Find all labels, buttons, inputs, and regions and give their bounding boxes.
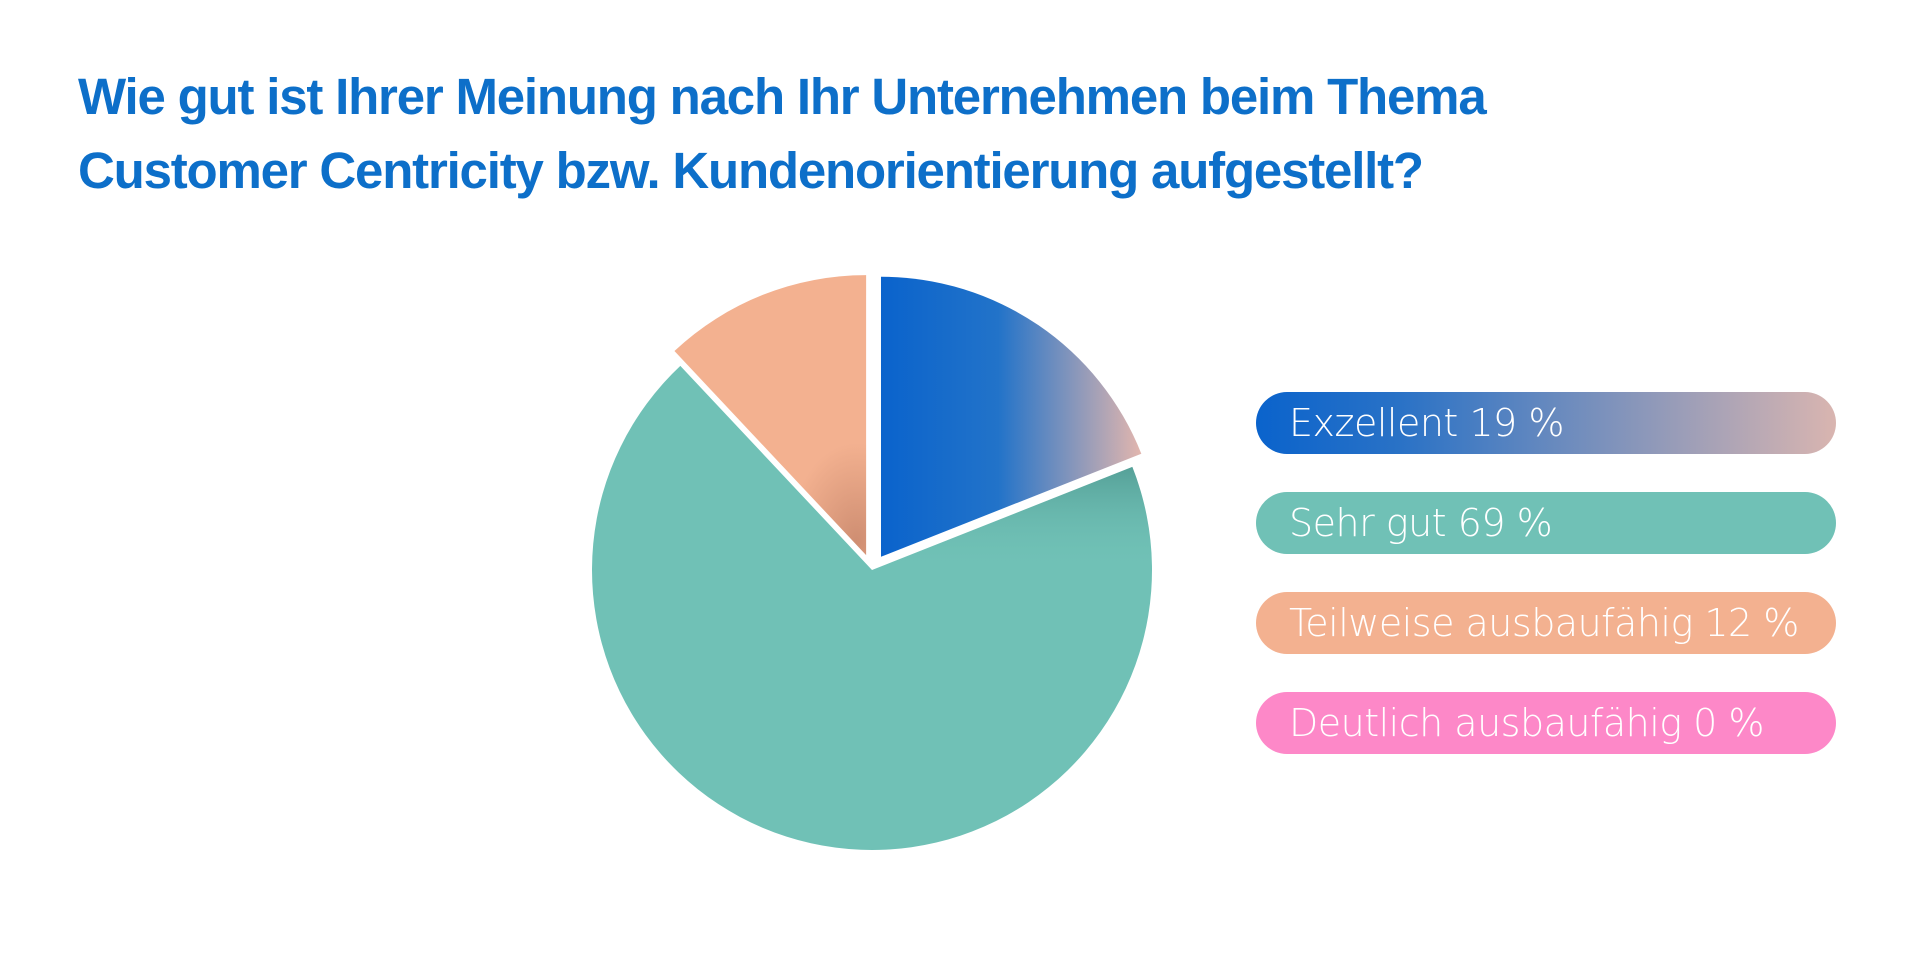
pie-slice-teilweise-ausbauf-hig: [674, 275, 867, 556]
chart-title-line-2: Customer Centricity bzw. Kundenorientier…: [78, 142, 1424, 199]
pie-slice-sehr-gut: [592, 365, 1153, 851]
legend-label-sehr-gut: Sehr gut 69 %: [1289, 501, 1553, 545]
pie-slice-exzellent: [880, 276, 1142, 557]
legend-label-deutlich-ausbaufaehig: Deutlich ausbaufähig 0 %: [1289, 701, 1765, 745]
legend-label-exzellent: Exzellent 19 %: [1289, 401, 1564, 445]
pie-slice-shadow: [872, 466, 1152, 570]
legend-item-sehr-gut: Sehr gut 69 %: [1256, 492, 1836, 554]
chart-legend: Exzellent 19 % Sehr gut 69 % Teilweise a…: [1256, 392, 1836, 792]
legend-item-exzellent: Exzellent 19 %: [1256, 392, 1836, 454]
legend-label-teilweise-ausbaufaehig: Teilweise ausbaufähig 12 %: [1289, 601, 1799, 645]
chart-title-line-1: Wie gut ist Ihrer Meinung nach Ihr Unter…: [78, 68, 1487, 125]
chart-title: Wie gut ist Ihrer Meinung nach Ihr Unter…: [78, 60, 1498, 208]
legend-item-teilweise-ausbaufaehig: Teilweise ausbaufähig 12 %: [1256, 592, 1836, 654]
legend-item-deutlich-ausbaufaehig: Deutlich ausbaufähig 0 %: [1256, 692, 1836, 754]
